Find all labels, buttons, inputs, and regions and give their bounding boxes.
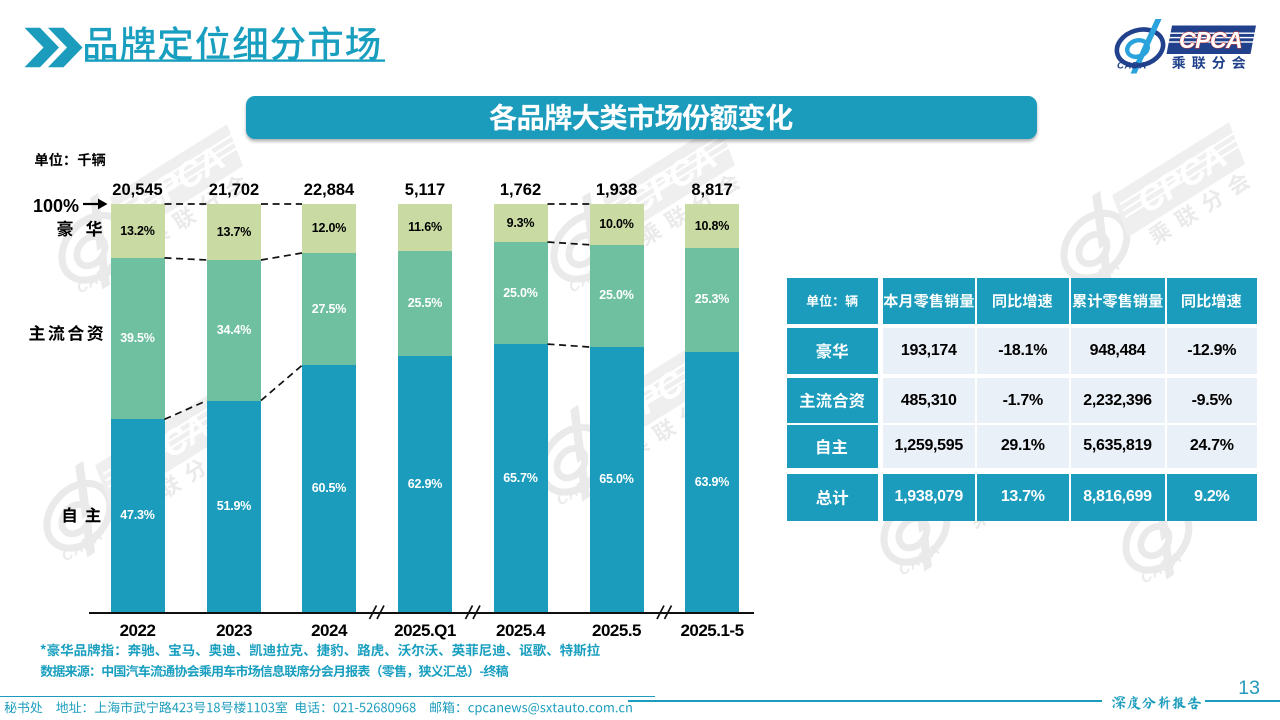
svg-text:CPCA: CPCA bbox=[1179, 27, 1242, 53]
svg-text:CADA: CADA bbox=[1117, 61, 1147, 72]
